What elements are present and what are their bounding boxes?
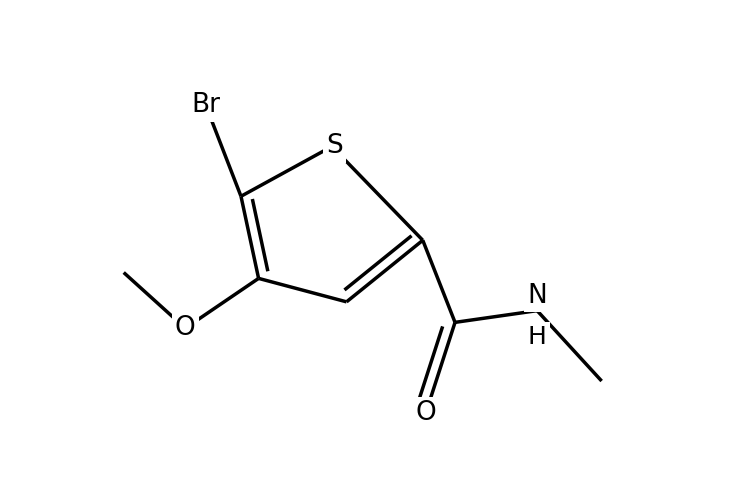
Text: Br: Br: [192, 92, 221, 118]
Text: N: N: [528, 283, 547, 309]
Text: H: H: [528, 325, 547, 349]
Text: O: O: [415, 400, 436, 426]
Text: S: S: [326, 134, 343, 159]
Text: O: O: [175, 315, 195, 341]
